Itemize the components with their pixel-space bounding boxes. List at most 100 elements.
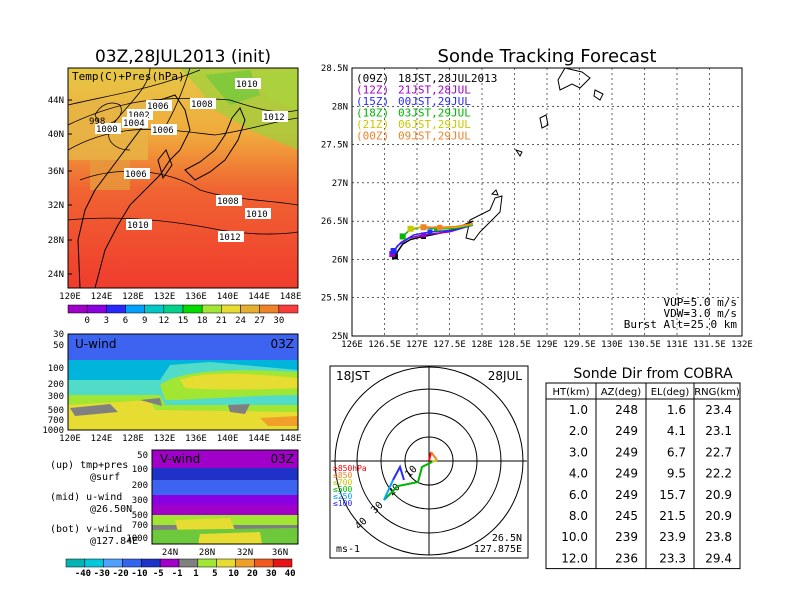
- table-cell: 248: [615, 403, 638, 417]
- colorbar-swatch: [163, 304, 184, 314]
- tracking-title: Sonde Tracking Forecast: [438, 46, 657, 67]
- colorbar-swatch: [272, 558, 293, 568]
- colorbar-swatch: [125, 304, 145, 314]
- legend-code: (15Z): [356, 95, 389, 108]
- pressure-tick-label: 700: [132, 521, 148, 531]
- legend-time: 06JST,29JUL: [398, 118, 471, 131]
- isobar-label: 1006: [147, 102, 169, 112]
- legend-code: (21Z): [356, 118, 389, 131]
- pressure-tick-label: 200: [48, 380, 64, 390]
- colorbar-swatch: [106, 304, 126, 314]
- level-label: ≥850hPa: [333, 464, 367, 473]
- table-header: HT(km): [553, 387, 590, 398]
- lat-tick-label: 28N: [199, 548, 215, 558]
- track-end-marker: [399, 233, 406, 240]
- map-lon-axis: 120E 124E 128E 132E 136E 140E 144E 148E: [59, 292, 301, 302]
- lon-tick-label: 129E: [536, 340, 558, 350]
- lon-tick-label: 128.5E: [498, 340, 531, 350]
- colorbar-swatch: [141, 558, 161, 568]
- lat-tick-label: 26N: [332, 255, 348, 265]
- table-header: RNG(km): [694, 387, 740, 398]
- table-cell: 1.6: [667, 403, 686, 417]
- param-value: -3.0 m/s: [684, 307, 737, 320]
- u-wind-lon-axis: 120E 124E 128E 132E 136E 140E 144E 148E: [59, 434, 301, 444]
- lat-tick-label: 27.5N: [321, 141, 348, 151]
- colorbar-swatch: [84, 558, 104, 568]
- note-line: @26.50N: [90, 504, 132, 515]
- pressure-tick-label: 100: [132, 465, 148, 475]
- legend-time: 03JST,29JUL: [398, 107, 471, 120]
- isobar-label: 1010: [127, 221, 149, 231]
- table-cell: 23.1: [705, 424, 732, 438]
- colorbar-tick-label: 6: [123, 316, 128, 326]
- table-cell: 6.7: [667, 445, 686, 459]
- polar-date-label: 28JUL: [488, 369, 523, 383]
- lat-tick-label: 28.5N: [321, 64, 348, 74]
- table-cell: 239: [615, 530, 638, 544]
- table-cell: 15.7: [659, 488, 686, 502]
- colorbar-swatch: [254, 558, 274, 568]
- note-line: (mid) u-wind: [50, 492, 122, 503]
- lat-tick-label: 44N: [48, 96, 64, 106]
- lat-tick-label: 25.5N: [321, 294, 348, 304]
- lon-tick-label: 124E: [91, 434, 113, 444]
- table-cell: 8.0: [569, 509, 588, 523]
- v-wind-lat-axis: 24N 28N 32N 36N: [162, 548, 288, 558]
- lon-tick-label: 120E: [59, 434, 81, 444]
- pressure-tick-label: 30: [53, 330, 64, 340]
- colorbar-swatch: [259, 304, 280, 314]
- lon-tick-label: 148E: [280, 434, 302, 444]
- lat-tick-label: 24N: [162, 548, 178, 558]
- track-marker: [434, 226, 439, 232]
- track-end-marker: [390, 248, 397, 255]
- colorbar-swatch: [159, 558, 180, 568]
- table-cell: 12.0: [561, 551, 588, 565]
- isobar-label: 1002: [128, 111, 150, 121]
- lat-tick-label: 25N: [332, 332, 348, 342]
- tracking-frame: [351, 67, 743, 337]
- tracking-lat-axis: 28.5N 28N 27.5N 27N 26.5N 26N 25.5N 25N: [321, 64, 348, 342]
- legend-code: (18Z): [356, 107, 389, 120]
- table-header: AZ(deg): [601, 387, 641, 398]
- legend-time: 18JST,28JUL2013: [398, 72, 497, 85]
- colorbar-swatch: [240, 304, 260, 314]
- note-line: @127.84E: [90, 536, 138, 547]
- table-cell: 2.0: [569, 424, 588, 438]
- lon-tick-label: 131E: [666, 340, 688, 350]
- table-header: EL(deg): [651, 387, 690, 398]
- table-cell: 20.9: [705, 488, 732, 502]
- colorbar-swatch: [67, 304, 88, 314]
- colorbar-tick-label: 9: [142, 316, 147, 326]
- track-end-marker: [389, 251, 396, 258]
- colorbar-swatch: [197, 558, 217, 568]
- legend-time: 21JST,28JUL: [398, 84, 471, 97]
- track-end-marker: [420, 224, 427, 231]
- level-label: ≤700: [333, 478, 352, 487]
- colorbar-tick-label: -30: [94, 569, 110, 579]
- lon-tick-label: 136E: [185, 292, 207, 302]
- table-cell: 249: [615, 445, 638, 459]
- pressure-tick-label: 50: [137, 451, 148, 461]
- param-name: Burst Alt=: [624, 318, 691, 331]
- table-cell: 22.2: [705, 467, 732, 481]
- colorbar-tick-label: 5: [212, 569, 217, 579]
- table-cell: 4.1: [667, 424, 686, 438]
- pressure-tick-label: 300: [48, 392, 64, 402]
- isobar-label: 1008: [217, 197, 239, 207]
- tracking-lon-axis: 126E 126.5E 127E 127.5E 128E 128.5E 129E 129.5E…: [341, 340, 753, 350]
- table-cell: 3.0: [569, 445, 588, 459]
- lat-tick-label: 24N: [48, 270, 64, 280]
- table-title: Sonde Dir from COBRA: [573, 366, 733, 382]
- tracking-legend: (09Z) 18JST,28JUL2013 (12Z) 21JST,28JUL (15Z…: [356, 72, 497, 143]
- level-label: ≤850: [333, 471, 352, 480]
- colorbar-tick-label: -5: [153, 569, 164, 579]
- colorbar-swatch: [235, 558, 255, 568]
- colorbar-swatch: [144, 304, 165, 314]
- note-line: (bot) v-wind: [50, 524, 122, 535]
- colorbar-swatch: [86, 304, 107, 314]
- colorbar-tick-label: 30: [273, 316, 284, 326]
- legend-time: 00JST,29JUL: [398, 95, 471, 108]
- lat-tick-label: 26.5N: [321, 217, 348, 227]
- colorbar-tick-label: -20: [112, 569, 128, 579]
